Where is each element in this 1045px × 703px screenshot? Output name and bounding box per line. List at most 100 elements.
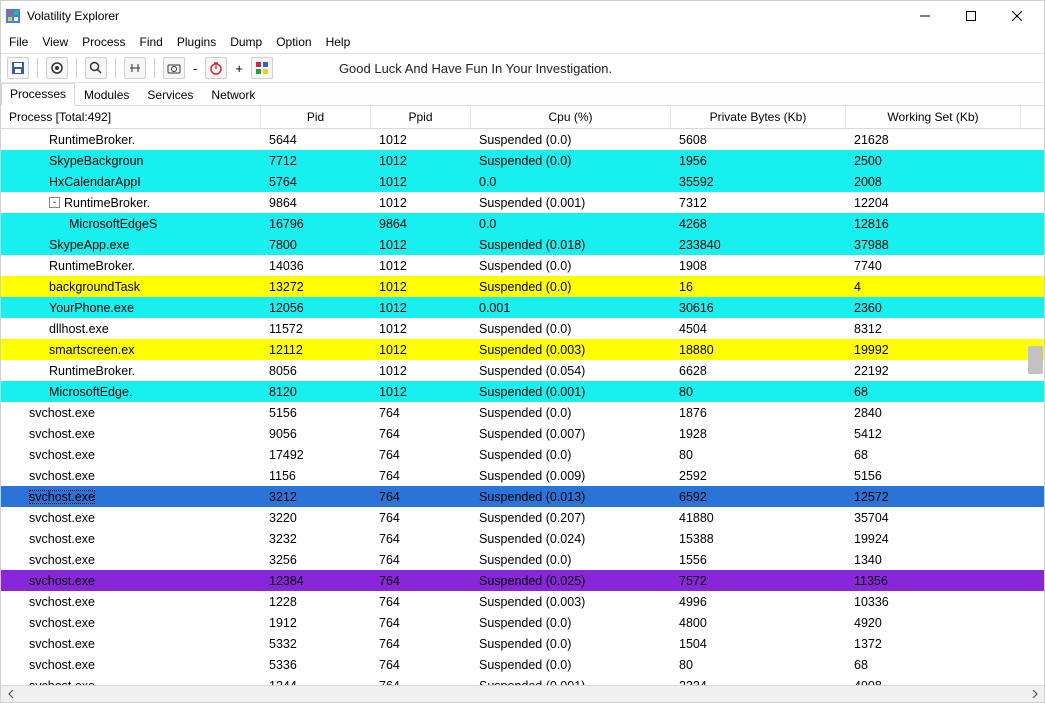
table-row[interactable]: backgroundTask132721012Suspended (0.0)16… <box>1 276 1044 297</box>
table-row[interactable]: svchost.exe17492764Suspended (0.0)8068 <box>1 444 1044 465</box>
cell-priv: 80 <box>671 658 846 672</box>
table-row[interactable]: svchost.exe3256764Suspended (0.0)1556134… <box>1 549 1044 570</box>
cell-ws: 5412 <box>846 427 1021 441</box>
cell-priv: 233840 <box>671 238 846 252</box>
vertical-scrollbar-thumb[interactable] <box>1028 346 1043 374</box>
table-row[interactable]: RuntimeBroker.140361012Suspended (0.0)19… <box>1 255 1044 276</box>
scroll-right-icon[interactable] <box>1027 688 1042 701</box>
table-row[interactable]: smartscreen.ex121121012Suspended (0.003)… <box>1 339 1044 360</box>
cell-ws: 68 <box>846 658 1021 672</box>
menu-process[interactable]: Process <box>82 35 125 49</box>
cell-ws: 68 <box>846 448 1021 462</box>
tab-network[interactable]: Network <box>202 84 264 106</box>
table-row[interactable]: svchost.exe1912764Suspended (0.0)4800492… <box>1 612 1044 633</box>
table-row[interactable]: dllhost.exe115721012Suspended (0.0)45048… <box>1 318 1044 339</box>
cell-ws: 1372 <box>846 637 1021 651</box>
cell-ws: 12204 <box>846 196 1021 210</box>
table-row[interactable]: svchost.exe12384764Suspended (0.025)7572… <box>1 570 1044 591</box>
column-headers: Process [Total:492]PidPpidCpu (%)Private… <box>1 106 1044 129</box>
cell-ws: 2500 <box>846 154 1021 168</box>
table-row[interactable]: YourPhone.exe1205610120.001306162360 <box>1 297 1044 318</box>
table-row[interactable]: svchost.exe3220764Suspended (0.207)41880… <box>1 507 1044 528</box>
app-window: Volatility Explorer File View Process Fi… <box>0 0 1045 703</box>
cell-pid: 3220 <box>261 511 371 525</box>
cell-ppid: 1012 <box>371 175 471 189</box>
tab-modules[interactable]: Modules <box>75 84 138 106</box>
table-row[interactable]: svchost.exe1156764Suspended (0.009)25925… <box>1 465 1044 486</box>
column-header[interactable]: Pid <box>261 106 371 128</box>
table-row[interactable]: svchost.exe3232764Suspended (0.024)15388… <box>1 528 1044 549</box>
column-header[interactable]: Ppid <box>371 106 471 128</box>
cell-ppid: 1012 <box>371 196 471 210</box>
menu-option[interactable]: Option <box>276 35 311 49</box>
timer-icon[interactable] <box>205 57 227 79</box>
tab-processes[interactable]: Processes <box>1 83 75 106</box>
cell-priv: 6628 <box>671 364 846 378</box>
cell-cpu: Suspended (0.0) <box>471 658 671 672</box>
menu-file[interactable]: File <box>9 35 28 49</box>
cell-ws: 21628 <box>846 133 1021 147</box>
minimize-button[interactable] <box>902 1 948 31</box>
cell-cpu: Suspended (0.013) <box>471 490 671 504</box>
table-row[interactable]: svchost.exe9056764Suspended (0.007)19285… <box>1 423 1044 444</box>
table-row[interactable]: SkypeApp.exe78001012Suspended (0.018)233… <box>1 234 1044 255</box>
close-button[interactable] <box>994 1 1040 31</box>
maximize-button[interactable] <box>948 1 994 31</box>
table-row[interactable]: HxCalendarAppI576410120.0355922008 <box>1 171 1044 192</box>
table-row[interactable]: RuntimeBroker.56441012Suspended (0.0)560… <box>1 129 1044 150</box>
table-row[interactable]: svchost.exe5156764Suspended (0.0)1876284… <box>1 402 1044 423</box>
process-name: svchost.exe <box>29 595 95 609</box>
cell-priv: 6592 <box>671 490 846 504</box>
table-row[interactable]: svchost.exe1244764Suspended (0.001)23244… <box>1 675 1044 685</box>
colors-icon[interactable] <box>251 57 273 79</box>
table-row[interactable]: SkypeBackgroun77121012Suspended (0.0)195… <box>1 150 1044 171</box>
tree-toggle-icon[interactable]: - <box>49 197 60 208</box>
table-row[interactable]: svchost.exe5336764Suspended (0.0)8068 <box>1 654 1044 675</box>
process-name: backgroundTask <box>49 280 140 294</box>
column-header[interactable]: Cpu (%) <box>471 106 671 128</box>
process-name: HxCalendarAppI <box>49 175 141 189</box>
menu-dump[interactable]: Dump <box>230 35 262 49</box>
table-row[interactable]: RuntimeBroker.80561012Suspended (0.054)6… <box>1 360 1044 381</box>
table-row[interactable]: svchost.exe1228764Suspended (0.003)49961… <box>1 591 1044 612</box>
table-row[interactable]: svchost.exe3212764Suspended (0.013)65921… <box>1 486 1044 507</box>
cell-priv: 4800 <box>671 616 846 630</box>
plus-label[interactable]: + <box>233 61 245 76</box>
process-name: YourPhone.exe <box>49 301 134 315</box>
cell-priv: 18880 <box>671 343 846 357</box>
column-header[interactable]: Process [Total:492] <box>1 106 261 128</box>
align-icon[interactable] <box>124 57 146 79</box>
menu-view[interactable]: View <box>42 35 68 49</box>
column-header[interactable]: Private Bytes (Kb) <box>671 106 846 128</box>
menu-help[interactable]: Help <box>326 35 351 49</box>
gear-icon[interactable] <box>46 57 68 79</box>
search-icon[interactable] <box>85 57 107 79</box>
table-row[interactable]: -RuntimeBroker.98641012Suspended (0.001)… <box>1 192 1044 213</box>
cell-cpu: Suspended (0.018) <box>471 238 671 252</box>
process-grid[interactable]: Process [Total:492]PidPpidCpu (%)Private… <box>1 106 1044 685</box>
table-row[interactable]: MicrosoftEdgeS1679698640.0426812816 <box>1 213 1044 234</box>
cell-pid: 3212 <box>261 490 371 504</box>
minus-label[interactable]: - <box>191 61 199 76</box>
process-name: svchost.exe <box>29 679 95 686</box>
cell-ppid: 764 <box>371 616 471 630</box>
menu-plugins[interactable]: Plugins <box>177 35 216 49</box>
table-row[interactable]: svchost.exe5332764Suspended (0.0)1504137… <box>1 633 1044 654</box>
column-header[interactable]: Working Set (Kb) <box>846 106 1021 128</box>
horizontal-scrollbar[interactable] <box>1 685 1044 702</box>
cell-pid: 12056 <box>261 301 371 315</box>
cell-ppid: 9864 <box>371 217 471 231</box>
cell-ws: 68 <box>846 385 1021 399</box>
tab-services[interactable]: Services <box>138 84 202 106</box>
scroll-left-icon[interactable] <box>3 688 18 701</box>
camera-icon[interactable] <box>163 57 185 79</box>
table-row[interactable]: MicrosoftEdge.81201012Suspended (0.001)8… <box>1 381 1044 402</box>
cell-ws: 12816 <box>846 217 1021 231</box>
process-name: svchost.exe <box>29 658 95 672</box>
cell-cpu: Suspended (0.0) <box>471 322 671 336</box>
menu-find[interactable]: Find <box>140 35 163 49</box>
process-name: RuntimeBroker. <box>49 259 135 273</box>
save-icon[interactable] <box>7 57 29 79</box>
cell-ws: 35704 <box>846 511 1021 525</box>
cell-pid: 12384 <box>261 574 371 588</box>
